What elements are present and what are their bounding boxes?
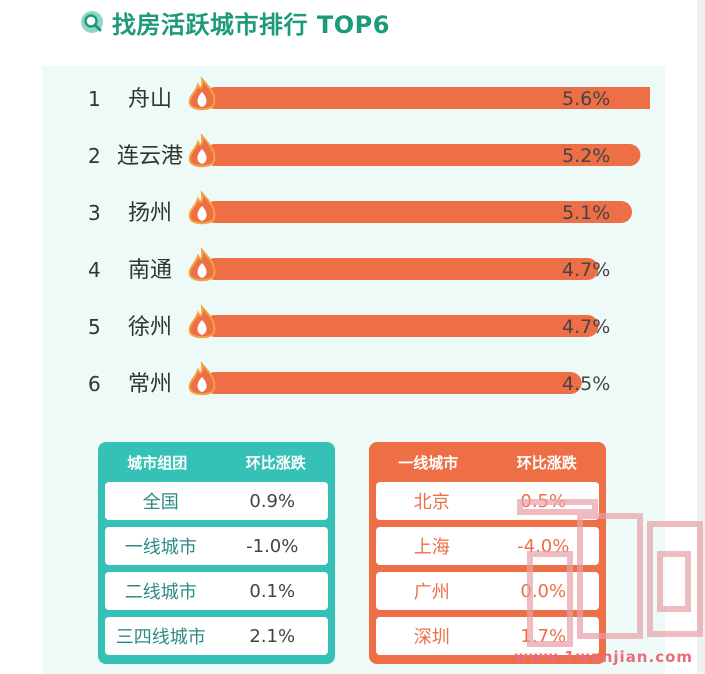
flame-icon-inner xyxy=(197,263,207,278)
city-label: 南通 xyxy=(128,258,172,283)
row-label: 一线城市 xyxy=(124,537,197,558)
table-row: 上海 -4.0% xyxy=(376,527,599,565)
table-row: 一线城市 -1.0% xyxy=(105,527,328,565)
bar xyxy=(204,144,641,166)
city-label: 连云港 xyxy=(117,144,183,169)
value-label: 4.7% xyxy=(562,259,610,281)
first-tier-city-table: 一线城市 环比涨跌 北京 0.5% 上海 -4.0% 广州 0.0% 深圳 1.… xyxy=(369,442,606,664)
value-label: 5.2% xyxy=(562,145,610,167)
flame-icon-inner xyxy=(197,320,207,335)
flame-icon-inner xyxy=(197,92,207,107)
table-row: 全国 0.9% xyxy=(105,482,328,520)
flame-icon-inner xyxy=(197,206,207,221)
city-label: 舟山 xyxy=(128,87,172,112)
row-value: 2.1% xyxy=(249,625,296,647)
row-value: -1.0% xyxy=(246,535,299,557)
row-label: 北京 xyxy=(413,492,450,513)
search-icon xyxy=(81,11,103,33)
city-group-table: 城市组团 环比涨跌 全国 0.9% 一线城市 -1.0% 二线城市 0.1% 三… xyxy=(98,442,335,664)
bar xyxy=(204,315,599,337)
col-header-group: 城市组团 xyxy=(127,453,188,472)
bar xyxy=(204,372,582,394)
right-edge-strip xyxy=(697,0,705,674)
watermark-url: www.1wanjian.com xyxy=(514,648,694,666)
value-label: 5.6% xyxy=(562,88,610,110)
table-row: 三四线城市 2.1% xyxy=(105,617,328,655)
rank-label: 2 xyxy=(88,144,101,168)
city-ranking-bar-chart: 1 舟山 5.6% 2 连云港 5.2% 3 扬州 5.1% 4 南通 4.7% 5 徐州 4.7% 6 常州 4… xyxy=(88,76,650,397)
row-value: 0.9% xyxy=(249,490,296,512)
row-label: 全国 xyxy=(142,492,179,513)
bar xyxy=(204,258,599,280)
col-header-change: 环比涨跌 xyxy=(516,453,577,472)
flame-icon-inner xyxy=(197,377,207,392)
row-label: 广州 xyxy=(413,582,450,603)
rank-label: 4 xyxy=(88,258,101,282)
row-label: 三四线城市 xyxy=(115,627,206,648)
col-header-change: 环比涨跌 xyxy=(245,453,306,472)
bar xyxy=(204,201,633,223)
row-label: 二线城市 xyxy=(124,582,197,603)
value-label: 5.1% xyxy=(562,202,610,224)
row-label: 上海 xyxy=(413,537,450,558)
table-row: 广州 0.0% xyxy=(376,572,599,610)
row-value: -4.0% xyxy=(517,535,570,557)
flame-icon-inner xyxy=(197,149,207,164)
table-row: 北京 0.5% xyxy=(376,482,599,520)
table-header: 一线城市 环比涨跌 xyxy=(369,442,606,482)
page-title: 找房活跃城市排行 TOP6 xyxy=(112,10,390,39)
table-row: 二线城市 0.1% xyxy=(105,572,328,610)
city-label: 扬州 xyxy=(128,201,172,226)
value-label: 4.5% xyxy=(562,373,610,395)
table-header: 城市组团 环比涨跌 xyxy=(98,442,335,482)
row-value: 0.5% xyxy=(520,490,567,512)
header: 找房活跃城市排行 TOP6 xyxy=(80,6,390,39)
value-label: 4.7% xyxy=(562,316,610,338)
rank-label: 5 xyxy=(88,315,101,339)
row-value: 1.7% xyxy=(520,625,567,647)
city-label: 常州 xyxy=(128,372,172,397)
row-value: 0.0% xyxy=(520,580,567,602)
city-label: 徐州 xyxy=(128,315,172,340)
row-value: 0.1% xyxy=(249,580,296,602)
col-header-city: 一线城市 xyxy=(398,453,459,472)
row-label: 深圳 xyxy=(413,627,450,648)
rank-label: 6 xyxy=(88,372,101,396)
rank-label: 3 xyxy=(88,201,101,225)
rank-label: 1 xyxy=(88,87,101,111)
bar xyxy=(204,87,650,109)
